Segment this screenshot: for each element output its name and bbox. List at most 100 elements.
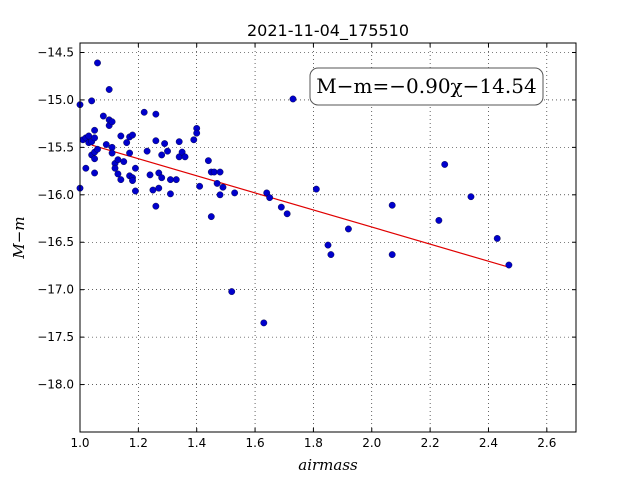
data-points [76,59,513,327]
data-point [146,171,154,179]
data-point [155,184,163,192]
x-tick-label: 2.2 [421,436,440,450]
data-point [108,143,116,151]
x-tick-label: 1.4 [187,436,206,450]
data-point [88,97,96,105]
data-point [388,251,396,258]
data-point [158,151,166,159]
x-tick-label: 2.6 [537,436,556,450]
equation-box-frame [309,67,544,106]
data-point [91,169,98,177]
data-point [91,134,98,142]
y-tick-label: −16.5 [37,235,74,249]
data-point [143,147,151,155]
data-point [94,59,101,67]
data-point [277,203,285,211]
data-point [91,155,98,163]
data-point [167,176,174,184]
data-point [505,261,513,269]
y-axis-label: M−m [10,216,28,259]
data-point [152,137,160,145]
data-point [129,177,136,184]
data-point [149,186,157,194]
data-point [117,176,125,184]
y-tick-label: −17.0 [37,283,74,297]
data-point [132,164,139,172]
x-tick-label: 1.0 [70,436,89,450]
data-point [283,210,291,218]
data-point [207,213,215,221]
data-point [114,156,122,164]
data-point [82,164,90,172]
y-tick-label: −15.5 [37,140,74,154]
x-tick-label: 1.2 [129,436,148,450]
data-point [161,140,169,147]
fit-line-group [91,144,510,268]
data-point [289,95,297,103]
data-point [213,180,221,187]
data-point [108,118,116,126]
data-point [493,235,501,242]
y-tick-label: −16.0 [37,188,74,202]
data-point [158,174,166,182]
y-tick-label: −17.5 [37,330,74,344]
data-point [94,145,101,153]
data-point [123,139,131,147]
data-point [85,132,93,140]
data-point [152,202,160,210]
y-tick-label: −18.0 [37,378,74,392]
x-tick-label: 1.6 [246,436,265,450]
data-point [140,108,148,116]
data-point [228,288,236,295]
data-point [120,158,128,165]
data-point [132,187,139,195]
data-point [441,161,449,168]
data-point [175,138,183,146]
data-point [99,112,107,120]
data-point [126,149,134,157]
data-point [324,241,332,249]
data-point [312,185,320,193]
data-point [467,193,475,201]
x-tick-label: 1.8 [304,436,323,450]
x-axis-label: airmass [298,456,358,474]
data-point [210,168,218,176]
data-point [196,182,204,190]
data-point [231,189,239,197]
x-tick-label: 2.4 [479,436,498,450]
fit-equation: M−m=−0.90χ−14.54 [316,74,536,98]
data-point [129,131,136,139]
data-point [111,164,119,172]
data-point [204,157,212,165]
data-point [114,170,122,178]
data-point [435,217,443,224]
data-point [345,225,352,233]
data-point [152,110,160,118]
data-point [91,126,98,134]
data-point [105,86,113,93]
data-point [190,136,198,144]
data-point [216,168,224,176]
data-point [181,153,189,161]
data-point [388,201,396,209]
y-tick-label: −15.0 [37,93,74,107]
data-point [193,129,201,137]
y-tick-label: −14.5 [37,45,74,59]
data-point [172,176,180,184]
data-point [216,191,224,199]
data-point [108,149,116,157]
data-point [327,251,335,258]
x-tick-label: 2.0 [362,436,381,450]
data-point [219,183,227,191]
fit-equation-box: M−m=−0.90χ−14.54 [309,67,544,106]
axis-ticks: 1.0 1.2 1.4 1.6 1.8 2.0 2.2 2.4 2.6 −14.5 −15.0 −15… [37,43,576,450]
fit-line [91,144,510,268]
data-point [266,194,274,202]
data-point [102,141,110,148]
chart-title: 2021-11-04_175510 [247,21,409,41]
plot-frame [79,42,577,433]
data-point [164,147,171,155]
data-point [117,132,125,140]
data-point [260,319,268,327]
